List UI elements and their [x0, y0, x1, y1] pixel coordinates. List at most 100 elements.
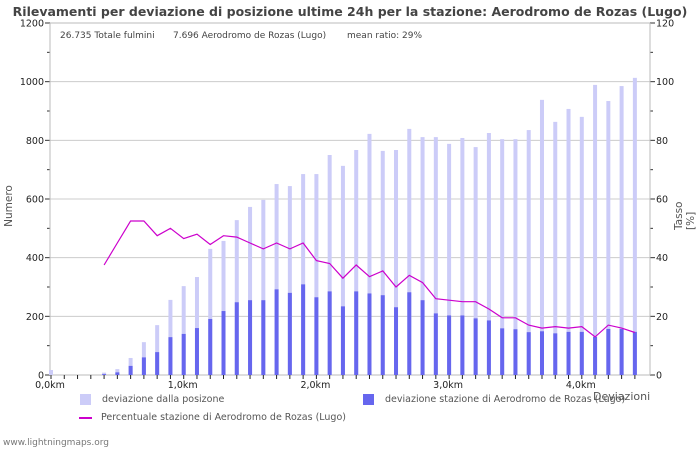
bar-station [486, 320, 491, 375]
bar-station [553, 333, 558, 375]
bar-all [513, 139, 518, 375]
ratio-line [103, 220, 636, 338]
bar-station [208, 318, 213, 375]
bar-all [287, 186, 292, 375]
bar-station [433, 313, 438, 375]
legend-label-all: deviazione dalla posizone [102, 394, 225, 405]
bar-station [340, 306, 345, 375]
bar-all [181, 286, 186, 375]
bar-station [128, 365, 133, 375]
bar-station [473, 318, 478, 375]
bar-station [181, 333, 186, 375]
bar-station [115, 372, 120, 375]
bar-all [579, 116, 584, 375]
bar-all [367, 133, 372, 375]
y-tick-label: 0 [38, 371, 44, 382]
bar-station [274, 289, 279, 375]
left-axis-title: Numero [2, 185, 15, 227]
x-tick-label: 3,0km [433, 380, 463, 391]
legend-item-all[interactable]: deviazione dalla posizone [80, 394, 224, 405]
bar-station [619, 328, 624, 375]
bar-station [460, 315, 465, 375]
bar-station [407, 292, 412, 375]
bar-all [115, 369, 120, 375]
legend-label-ratio: Percentuale stazione di Aerodromo de Roz… [101, 412, 346, 423]
y-tick-label: 1200 [20, 19, 44, 30]
bar-station [248, 300, 253, 375]
bar-all [274, 184, 279, 375]
y-tick-label: 600 [26, 195, 44, 206]
x-tick-label: 4,0km [566, 380, 596, 391]
bar-all [314, 174, 319, 375]
bar-station [420, 300, 425, 375]
bar-station [593, 336, 598, 375]
bar-station [168, 337, 173, 375]
y2-tick-label: 20 [656, 312, 668, 323]
footer-credit[interactable]: www.lightningmaps.org [3, 438, 109, 448]
bar-station [566, 331, 571, 375]
bar-all [632, 77, 637, 375]
y2-tick-label: 120 [656, 19, 674, 30]
y2-tick-label: 60 [656, 195, 668, 206]
line-swatch-icon [79, 416, 92, 419]
y-tick-label: 1000 [20, 77, 44, 88]
bar-all [447, 143, 452, 375]
bar-station [380, 295, 385, 375]
bar-station [155, 352, 160, 375]
bar-station [500, 328, 505, 375]
bar-all [340, 165, 345, 375]
bar-all [539, 99, 544, 375]
bar-station [632, 331, 637, 375]
bar-all [327, 155, 332, 375]
light-bar-swatch-icon [80, 394, 91, 405]
bar-station [221, 311, 226, 375]
bar-station [513, 329, 518, 375]
info-total: 26.735 Totale fulmini [60, 31, 155, 41]
bar-station [301, 284, 306, 375]
bar-all [593, 84, 598, 375]
bar-station [579, 331, 584, 375]
bar-all [433, 137, 438, 375]
bar-all [460, 137, 465, 375]
bar-all [407, 128, 412, 375]
bar-station [354, 291, 359, 375]
x-tick-label: 1,0km [168, 380, 198, 391]
chart-title: Rilevamenti per deviazione di posizione … [12, 4, 688, 19]
bar-all [380, 150, 385, 375]
bar-all [301, 174, 306, 375]
right-axis-title: Tasso [%] [673, 201, 697, 230]
bar-station [447, 315, 452, 375]
bar-all [606, 101, 611, 375]
bar-station [261, 300, 266, 375]
bar-all [248, 206, 253, 375]
bar-all [194, 277, 199, 375]
bar-station [102, 374, 107, 375]
y-tick-label: 400 [26, 253, 44, 264]
bar-station [526, 332, 531, 375]
bar-all [102, 372, 107, 375]
x-axis-title: Deviazioni [593, 390, 651, 403]
bar-station [394, 307, 399, 375]
bar-station [367, 293, 372, 375]
bar-station [141, 357, 146, 375]
bar-station [606, 328, 611, 375]
bar-all [526, 130, 531, 375]
legend-item-station[interactable]: deviazione stazione di Aerodromo de Roza… [363, 394, 625, 405]
x-tick-label: 0,0km [35, 380, 65, 391]
info-mean-ratio: mean ratio: 29% [347, 31, 422, 41]
bar-all [500, 139, 505, 375]
bar-all [221, 240, 226, 375]
bar-all [155, 325, 160, 375]
y-tick-label: 200 [26, 312, 44, 323]
x-tick-label: 2,0km [300, 380, 330, 391]
bar-all [354, 150, 359, 375]
legend-item-ratio[interactable]: Percentuale stazione di Aerodromo de Roz… [79, 412, 346, 423]
y-tick-label: 800 [26, 136, 44, 147]
y2-tick-label: 0 [656, 371, 662, 382]
bar-all [49, 370, 53, 375]
bar-all [394, 150, 399, 375]
bar-station [194, 328, 199, 375]
y2-tick-label: 100 [656, 77, 674, 88]
bar-all [553, 121, 558, 375]
